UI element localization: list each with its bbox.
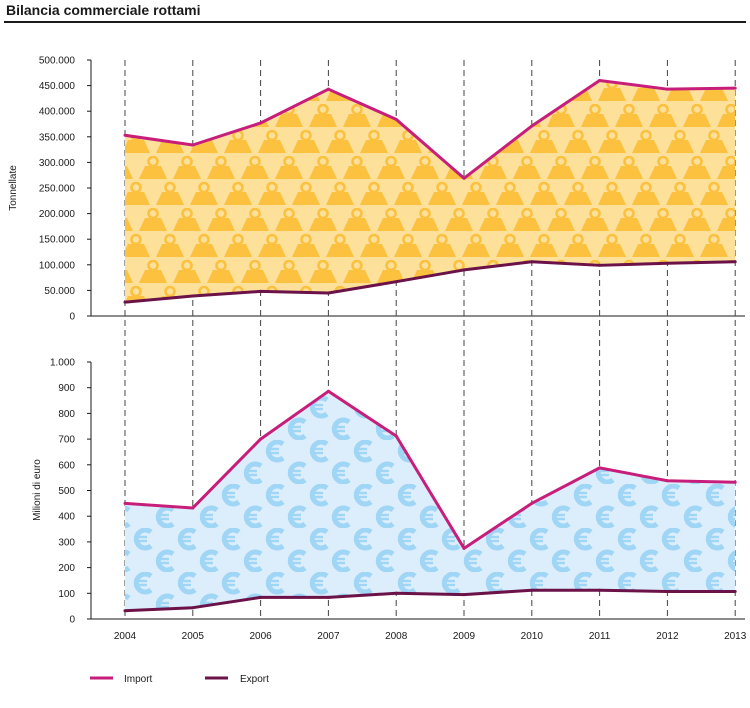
tonnes-ytick-label: 300.000 [39,158,76,169]
tonnes-ytick-label: 150.000 [39,235,76,246]
euro-export-point-2008 [394,591,398,595]
tonnes-export-point-2007 [326,291,330,295]
euro-ytick-label: 400 [58,512,75,523]
xtick-label-2009: 2009 [453,631,476,642]
tonnes-import-point-2007 [326,87,330,91]
euro-export-point-2010 [530,588,534,592]
euro-import-point-2005 [191,506,195,510]
euro-import-point-2008 [394,434,398,438]
xtick-label-2006: 2006 [249,631,272,642]
xtick-label-2012: 2012 [656,631,679,642]
euro-import-point-2006 [259,437,263,441]
euro-import-line [124,389,736,550]
tonnes-import-point-2010 [530,124,534,128]
tonnes-import-point-2006 [259,121,263,125]
tonnes-import-point-2011 [598,78,602,82]
euro-import-point-2004 [123,501,127,505]
tonnes-export-point-2005 [191,294,195,298]
euro-export-point-2006 [259,595,263,599]
tonnes-ytick-label: 400.000 [39,107,76,118]
tonnes-y-axis-label: Tonnellate [8,165,19,211]
tonnes-import-point-2005 [191,143,195,147]
euro-export-point-2013 [733,590,737,594]
tonnes-export-point-2013 [733,260,737,264]
xtick-label-2013: 2013 [724,631,747,642]
tonnes-import-point-2013 [733,86,737,90]
tonnes-ytick-label: 350.000 [39,132,76,143]
euro-export-point-2009 [462,593,466,597]
tonnes-export-point-2012 [665,261,669,265]
euro-ytick-label: 800 [58,409,75,420]
tonnes-ytick-label: 100.000 [39,260,76,271]
xtick-label-2010: 2010 [521,631,544,642]
euro-y-axis-label: Milioni di euro [32,459,43,521]
euro-ytick-label: 500 [58,486,75,497]
euro-import-point-2012 [665,479,669,483]
xtick-label-2008: 2008 [385,631,408,642]
euro-import-point-2010 [530,501,534,505]
tonnes-export-line [124,260,736,304]
tonnes-ytick-label: 500.000 [39,56,76,67]
tonnes-export-point-2004 [123,300,127,304]
euro-export-point-2011 [598,588,602,592]
tonnes-ytick-label: 450.000 [39,81,76,92]
legend-import-label: Import [124,674,153,685]
tonnes-trade-gap-area [125,80,736,303]
euro-import-point-2013 [733,480,737,484]
tonnes-export-point-2010 [530,260,534,264]
euro-ytick-label: 200 [58,563,75,574]
tonnes-ytick-label: 50.000 [44,286,75,297]
euro-export-line [124,588,736,613]
euro-ytick-label: 1.000 [50,358,75,369]
xtick-label-2007: 2007 [317,631,340,642]
euro-export-point-2012 [665,590,669,594]
tonnes-export-point-2008 [394,280,398,284]
euro-export-point-2004 [123,609,127,613]
xtick-label-2004: 2004 [114,631,137,642]
euro-ytick-label: 600 [58,460,75,471]
tonnes-import-point-2012 [665,87,669,91]
euro-ytick-label: 300 [58,537,75,548]
euro-export-point-2007 [326,595,330,599]
page-title: Bilancia commerciale rottami [6,2,201,18]
legend-export-label: Export [240,674,269,685]
xtick-label-2005: 2005 [182,631,205,642]
tonnes-ytick-label: 200.000 [39,209,76,220]
euro-ytick-label: 700 [58,435,75,446]
tonnes-export-point-2006 [259,289,263,293]
euro-import-point-2009 [462,546,466,550]
tonnes-ytick-label: 250.000 [39,184,76,195]
euro-export-point-2005 [191,606,195,610]
euro-ytick-label: 0 [69,615,75,626]
tonnes-export-point-2009 [462,268,466,272]
euro-ytick-label: 900 [58,383,75,394]
xtick-label-2011: 2011 [589,631,611,642]
tonnes-import-point-2009 [462,176,466,180]
tonnes-export-point-2011 [598,263,602,267]
euro-trade-gap-area [125,391,736,611]
tonnes-import-point-2008 [394,117,398,121]
tonnes-import-line [124,78,736,180]
euro-ytick-label: 100 [58,589,75,600]
tonnes-ytick-label: 0 [69,312,75,323]
title-divider [4,21,746,23]
euro-import-point-2007 [326,389,330,393]
euro-import-point-2011 [598,466,602,470]
tonnes-import-point-2004 [123,133,127,137]
